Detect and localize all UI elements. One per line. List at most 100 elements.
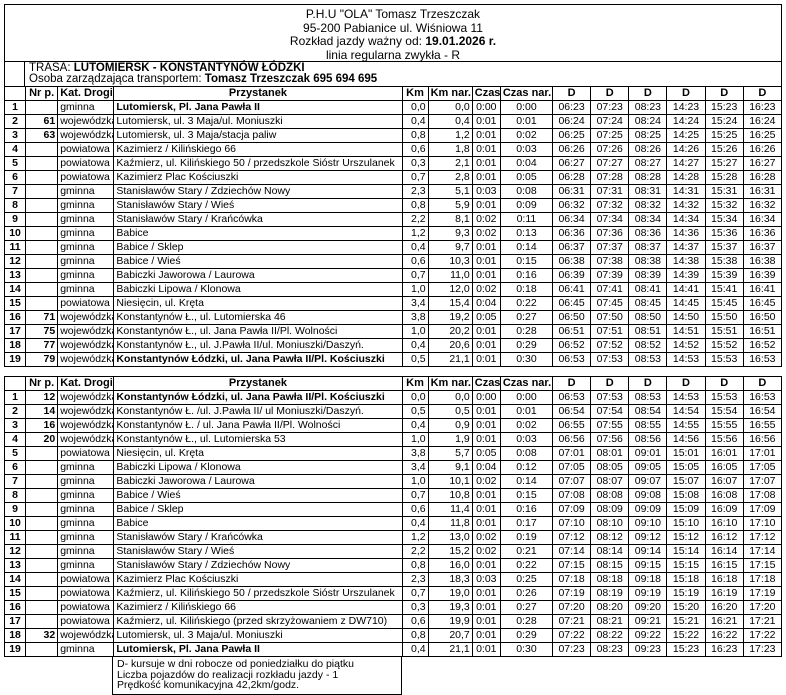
departure-time-cell: 08:25 <box>628 128 668 143</box>
departure-time-cell: 09:08 <box>628 488 668 503</box>
column-header: Przystanek <box>113 86 403 101</box>
departure-time-cell: 15:25 <box>704 128 744 143</box>
road-category-cell: powiatowa <box>57 296 115 311</box>
km-cell: 2,2 <box>401 212 429 227</box>
column-header: D <box>552 376 592 391</box>
km-cell: 0,4 <box>401 516 429 531</box>
road-category-cell: gminna <box>57 488 115 503</box>
row-number-cell: 6 <box>3 170 27 185</box>
time-cell: 0:01 <box>471 600 501 615</box>
departure-time-cell: 15:12 <box>666 530 706 545</box>
time-cell: 0:01 <box>471 254 501 269</box>
table-row: 2 61 wojewódzka Lutomiersk, ul. 3 Maja/ul. … <box>3 114 783 129</box>
departure-time-cell: 09:07 <box>628 474 668 489</box>
departure-time-cell: 06:55 <box>552 418 592 433</box>
departure-time-cell: 14:38 <box>666 254 706 269</box>
road-category-cell: powiatowa <box>57 586 115 601</box>
stop-number-cell: 14 <box>25 404 59 419</box>
stop-name-cell: Konstantynów Ł., ul. Lutomierska 53 <box>113 432 403 447</box>
departure-time-cell: 06:25 <box>552 128 592 143</box>
table-row: 18 32 wojewódzka Lutomiersk, ul. 3 Maja/ul.… <box>3 628 783 643</box>
departure-time-cell: 14:26 <box>666 142 706 157</box>
km-cumulative-cell: 16,0 <box>427 558 473 573</box>
company-header: P.H.U "OLA" Tomasz Trzeszczak 95-200 Pab… <box>4 4 782 62</box>
km-cumulative-cell: 20,7 <box>427 628 473 643</box>
time-cumulative-cell: 0:16 <box>499 268 554 283</box>
km-cell: 0,7 <box>401 488 429 503</box>
departure-time-cell: 16:53 <box>742 352 783 367</box>
departure-time-cell: 15:15 <box>666 558 706 573</box>
departure-time-cell: 14:55 <box>666 418 706 433</box>
stop-name-cell: Babiczki Jaworowa / Laurowa <box>113 268 403 283</box>
company-name: P.H.U "OLA" Tomasz Trzeszczak <box>305 7 481 21</box>
time-cell: 0:01 <box>471 198 501 213</box>
road-category-cell: gminna <box>57 516 115 531</box>
departure-time-cell: 08:23 <box>628 100 668 115</box>
stop-number-cell <box>25 544 59 559</box>
table-row: 12 gminna Stanisławów Stary / Wieś 2,2 15,2 0… <box>3 544 783 559</box>
stop-number-cell <box>25 586 59 601</box>
departure-time-cell: 08:24 <box>628 114 668 129</box>
column-header: Czas <box>471 86 501 101</box>
departure-time-cell: 15:55 <box>704 418 744 433</box>
departure-time-cell: 16:27 <box>742 156 783 171</box>
column-header: D <box>590 86 630 101</box>
stop-number-cell <box>25 530 59 545</box>
column-header-empty <box>3 86 27 101</box>
time-cumulative-cell: 0:30 <box>499 352 554 367</box>
departure-time-cell: 16:07 <box>704 474 744 489</box>
departure-time-cell: 06:28 <box>552 170 592 185</box>
km-cell: 1,0 <box>401 474 429 489</box>
column-header: Czas nar. <box>499 86 554 101</box>
stop-number-cell <box>25 226 59 241</box>
km-cell: 0,4 <box>401 642 429 657</box>
stop-name-cell: Konstantynów Łódzki, ul. Jana Pawła II/P… <box>113 390 403 405</box>
row-number-cell: 12 <box>3 254 27 269</box>
road-category-cell: gminna <box>57 212 115 227</box>
departure-time-cell: 14:56 <box>666 432 706 447</box>
table-row: 1 12 wojewódzka Konstantynów Łódzki, ul. Ja… <box>3 390 783 405</box>
manager-label: Osoba zarządzająca transportem: <box>29 73 202 85</box>
departure-time-cell: 07:51 <box>590 324 630 339</box>
road-category-cell: powiatowa <box>57 142 115 157</box>
note-line: Prędkość komunikacyjna 42,2km/godz. <box>117 679 300 691</box>
road-category-cell: gminna <box>57 558 115 573</box>
departure-time-cell: 08:38 <box>628 254 668 269</box>
column-header: Nr p. <box>25 86 59 101</box>
departure-time-cell: 15:08 <box>666 488 706 503</box>
column-header: D <box>666 376 706 391</box>
departure-time-cell: 17:15 <box>742 558 783 573</box>
departure-time-cell: 07:24 <box>590 114 630 129</box>
table-row: 13 gminna Babiczki Jaworowa / Laurowa 0,7 11… <box>3 268 783 283</box>
time-cumulative-cell: 0:25 <box>499 572 554 587</box>
row-number-cell: 1 <box>3 390 27 405</box>
departure-time-cell: 06:26 <box>552 142 592 157</box>
column-header: D <box>742 376 783 391</box>
km-cumulative-cell: 21,1 <box>427 642 473 657</box>
row-number-cell: 4 <box>3 432 27 447</box>
km-cell: 0,3 <box>401 156 429 171</box>
company-address: 95-200 Pabianice ul. Wiśniowa 11 <box>303 20 483 35</box>
row-number-cell: 13 <box>3 558 27 573</box>
departure-time-cell: 08:53 <box>628 352 668 367</box>
row-number-cell: 16 <box>3 600 27 615</box>
row-number-cell: 19 <box>3 642 27 657</box>
row-number-cell: 10 <box>3 226 27 241</box>
validity-line: Rozkład jazdy ważny od: 19.01.2026 r. <box>289 34 497 48</box>
time-cumulative-cell: 0:00 <box>499 100 554 115</box>
time-cumulative-cell: 0:22 <box>499 558 554 573</box>
stop-number-cell <box>25 558 59 573</box>
table-row: 7 gminna Stanisławów Stary / Zdziechów Now… <box>3 184 783 199</box>
road-category-cell: wojewódzka <box>57 128 115 143</box>
time-cumulative-cell: 0:17 <box>499 516 554 531</box>
departure-time-cell: 14:54 <box>666 404 706 419</box>
departure-time-cell: 07:20 <box>552 600 592 615</box>
time-cumulative-cell: 0:11 <box>499 212 554 227</box>
departure-time-cell: 06:53 <box>552 352 592 367</box>
route-box: TRASA: LUTOMIERSK - KONSTANTYNÓW ŁÓDZKI … <box>4 61 782 87</box>
time-cell: 0:04 <box>471 460 501 475</box>
stop-number-cell: 71 <box>25 310 59 325</box>
stop-name-cell: Kaźmierz, ul. Kilińskiego (przed skrzyżo… <box>113 614 403 629</box>
departure-time-cell: 15:23 <box>704 100 744 115</box>
road-category-cell: gminna <box>57 502 115 517</box>
